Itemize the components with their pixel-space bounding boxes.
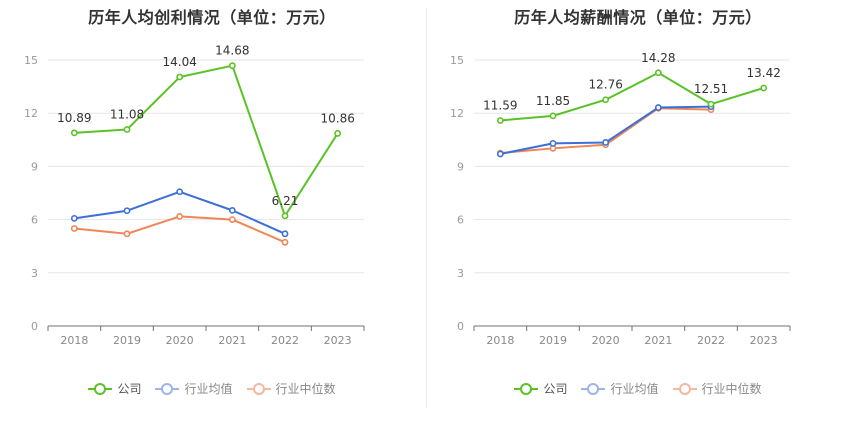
salary-company-data-label: 11.85 xyxy=(536,94,570,108)
salary-legend-company-swatch xyxy=(514,382,539,395)
profit-industry-median-point[interactable] xyxy=(176,213,184,220)
salary-industry-mean-point[interactable] xyxy=(654,104,662,111)
salary-x-tick-label: 2019 xyxy=(539,334,567,347)
profit-y-tick-label: 9 xyxy=(31,160,38,173)
salary-chart-title: 历年人均薪酬情况（单位：万元） xyxy=(514,8,762,27)
profit-legend-industry-median[interactable]: 行业中位数 xyxy=(246,380,336,397)
salary-company-line xyxy=(500,71,764,122)
profit-company-data-label: 14.68 xyxy=(215,44,249,58)
profit-chart-legend: 公司 行业均值 行业中位数 xyxy=(0,380,424,397)
profit-y-tick-label: 3 xyxy=(31,267,38,280)
salary-legend-industry-median-label: 行业中位数 xyxy=(701,382,762,396)
profit-legend-industry-mean-label: 行业均值 xyxy=(184,382,233,396)
salary-company-data-label: 12.51 xyxy=(694,82,728,96)
profit-y-tick-label: 0 xyxy=(31,320,38,333)
profit-industry-median-point[interactable] xyxy=(228,216,236,223)
profit-chart-title: 历年人均创利情况（单位：万元） xyxy=(88,8,336,27)
salary-x-tick-label: 2020 xyxy=(592,334,620,347)
salary-industry-mean-point[interactable] xyxy=(549,139,557,147)
panel-divider xyxy=(426,8,427,408)
salary-company-data-label: 11.59 xyxy=(483,98,517,112)
profit-industry-mean-point[interactable] xyxy=(123,207,131,215)
salary-legend-industry-mean[interactable]: 行业均值 xyxy=(581,380,659,397)
profit-industry-mean-point[interactable] xyxy=(176,188,184,196)
salary-y-tick-label: 15 xyxy=(450,54,464,67)
profit-industry-median-point[interactable] xyxy=(70,225,78,232)
salary-chart-panel: 历年人均薪酬情况（单位：万元） 0 3 6 9 12 15 2018 2019 2020 2021… xyxy=(426,0,850,436)
profit-legend-industry-median-swatch xyxy=(246,382,271,395)
profit-legend-industry-mean-swatch xyxy=(155,382,180,395)
salary-legend-industry-median[interactable]: 行业中位数 xyxy=(672,380,762,397)
profit-company-point[interactable] xyxy=(334,130,342,137)
profit-y-tick-label: 15 xyxy=(24,54,38,67)
profit-industry-median-point[interactable] xyxy=(123,230,131,238)
salary-chart-plot: 0 3 6 9 12 15 2018 2019 2020 2021 2022 2023 11.59 11.… xyxy=(450,51,791,347)
salary-x-tick-label: 2018 xyxy=(486,334,514,347)
profit-company-point[interactable] xyxy=(70,129,78,137)
profit-company-line xyxy=(74,64,339,217)
profit-company-data-label: 14.04 xyxy=(162,55,196,69)
salary-company-point[interactable] xyxy=(602,96,610,104)
profit-company-point[interactable] xyxy=(281,212,289,220)
profit-company-data-label: 10.86 xyxy=(320,111,354,125)
salary-legend-industry-mean-label: 行业均值 xyxy=(610,382,659,396)
salary-y-tick-label: 9 xyxy=(457,160,464,173)
salary-x-tick-label: 2022 xyxy=(697,334,725,347)
salary-company-point[interactable] xyxy=(654,69,662,77)
salary-company-point[interactable] xyxy=(760,84,768,92)
profit-legend-company[interactable]: 公司 xyxy=(88,380,141,397)
profit-company-data-label: 10.89 xyxy=(57,111,91,125)
profit-company-point[interactable] xyxy=(228,62,236,70)
salary-company-data-label: 14.28 xyxy=(641,51,675,65)
salary-y-tick-label: 6 xyxy=(457,214,464,227)
profit-industry-mean-line xyxy=(74,190,286,235)
salary-legend-company-label: 公司 xyxy=(543,382,568,396)
profit-x-tick-label: 2023 xyxy=(324,334,352,347)
salary-industry-mean-point[interactable] xyxy=(602,139,610,146)
profit-x-tick-label: 2020 xyxy=(166,334,194,347)
profit-legend-company-label: 公司 xyxy=(117,382,142,396)
salary-x-tick-label: 2023 xyxy=(750,334,778,347)
profit-y-tick-label: 6 xyxy=(31,214,38,227)
profit-x-tick-label: 2019 xyxy=(113,334,141,347)
salary-chart-legend: 公司 行业均值 行业中位数 xyxy=(426,380,850,397)
salary-industry-mean-point[interactable] xyxy=(496,150,504,158)
salary-company-point[interactable] xyxy=(707,100,715,108)
profit-y-tick-label: 12 xyxy=(24,107,38,120)
profit-company-point[interactable] xyxy=(176,73,184,81)
profit-company-data-label: 6.21 xyxy=(272,194,299,208)
profit-x-tick-label: 2022 xyxy=(271,334,299,347)
profit-legend-industry-median-label: 行业中位数 xyxy=(275,382,336,396)
profit-company-point[interactable] xyxy=(123,126,131,133)
salary-company-data-label: 12.76 xyxy=(588,78,622,92)
salary-company-data-label: 13.42 xyxy=(746,66,780,80)
salary-company-point[interactable] xyxy=(549,112,557,120)
profit-industry-mean-point[interactable] xyxy=(228,206,236,214)
profit-x-tick-label: 2018 xyxy=(60,334,88,347)
profit-legend-industry-mean[interactable]: 行业均值 xyxy=(155,380,233,397)
salary-y-tick-label: 0 xyxy=(457,320,464,333)
salary-x-tick-label: 2021 xyxy=(644,334,672,347)
salary-y-tick-label: 3 xyxy=(457,267,464,280)
profit-chart-panel: 历年人均创利情况（单位：万元） 0 3 6 9 12 15 2018 2019 2020 2021… xyxy=(0,0,424,436)
profit-chart-plot: 0 3 6 9 12 15 2018 2019 2020 2021 2022 2023 10.89 11.… xyxy=(24,44,365,347)
profit-industry-mean-point[interactable] xyxy=(281,230,289,238)
salary-y-tick-label: 12 xyxy=(450,107,464,120)
salary-legend-industry-median-swatch xyxy=(672,382,697,395)
salary-legend-industry-mean-swatch xyxy=(581,382,606,395)
profit-company-data-label: 11.08 xyxy=(110,108,144,122)
profit-industry-mean-point[interactable] xyxy=(70,214,78,222)
profit-industry-median-point[interactable] xyxy=(281,238,289,246)
salary-legend-company[interactable]: 公司 xyxy=(514,380,567,397)
profit-legend-company-swatch xyxy=(88,382,113,395)
profit-x-tick-label: 2021 xyxy=(218,334,246,347)
salary-company-point[interactable] xyxy=(496,117,504,124)
